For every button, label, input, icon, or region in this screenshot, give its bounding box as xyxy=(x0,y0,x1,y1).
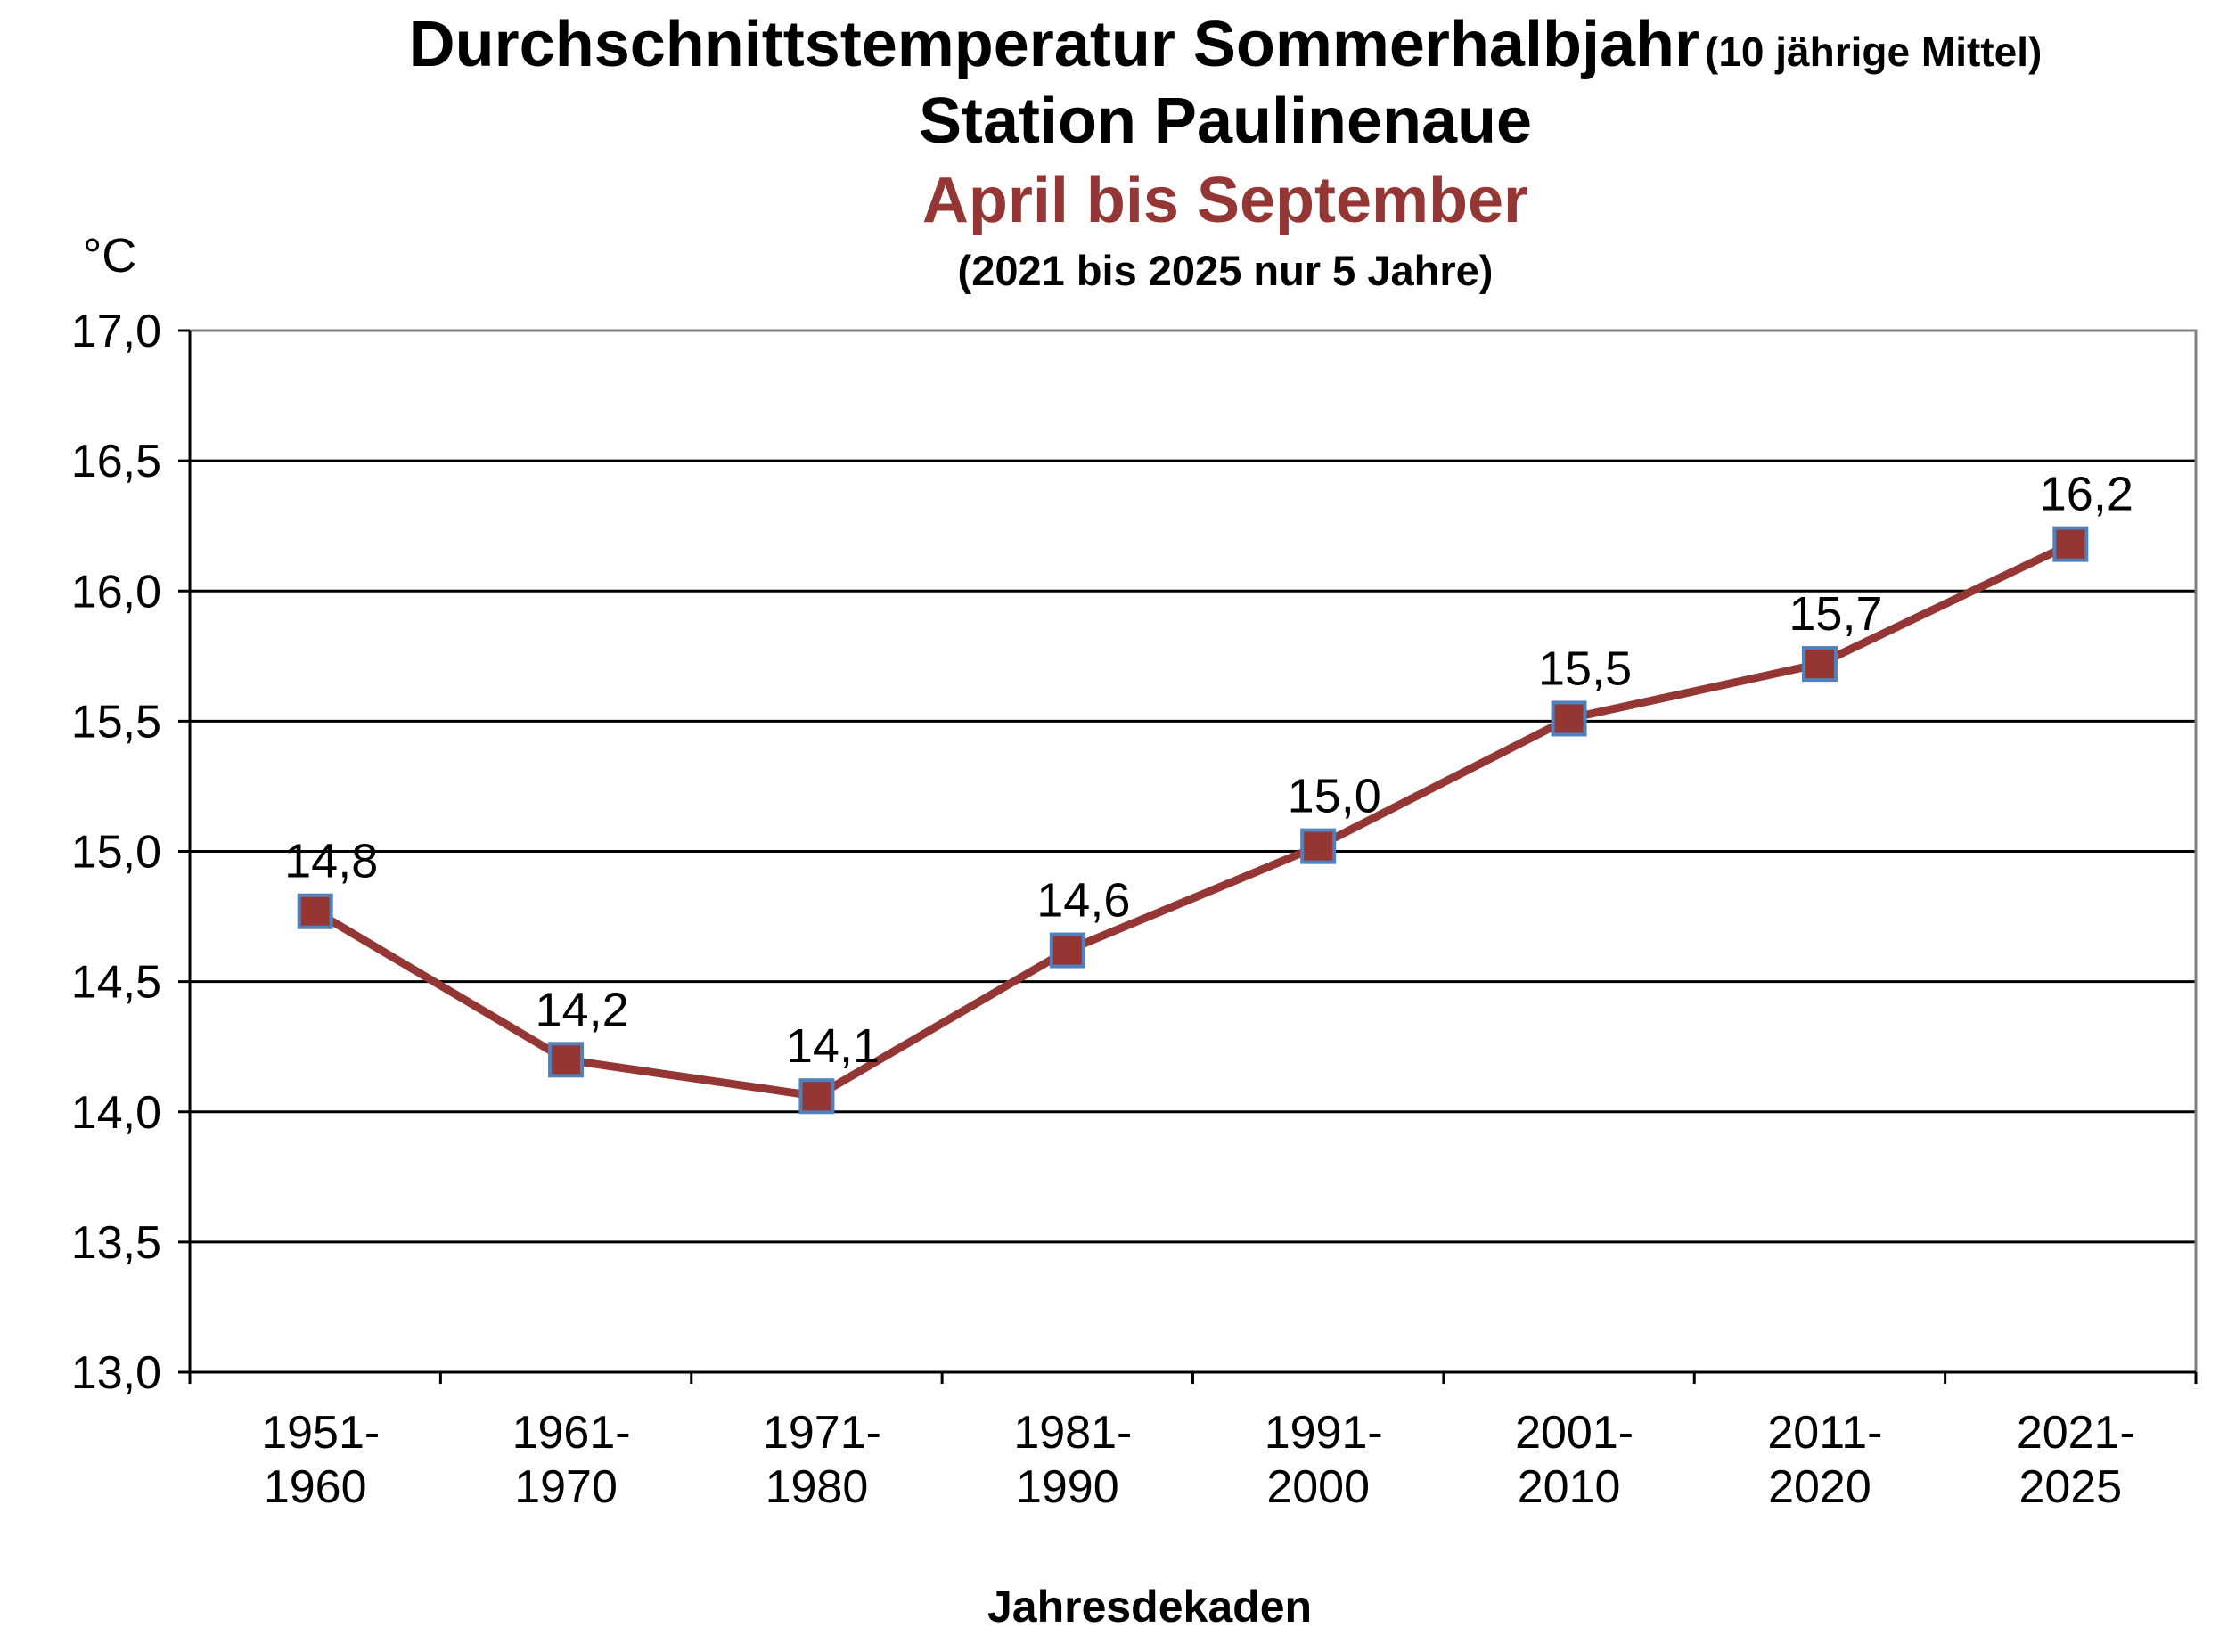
x-tick-label: 1971-1980 xyxy=(763,1407,881,1513)
data-label: 14,1 xyxy=(786,1019,880,1073)
series-markers xyxy=(297,526,2089,1115)
data-point-marker xyxy=(297,893,333,929)
data-point-marker xyxy=(1049,932,1085,969)
x-tick-labels: 1951-1960 1961-1970 1971-1980 1981-1990 1991… xyxy=(261,1407,2135,1513)
x-tick-label: 1961-1970 xyxy=(512,1407,631,1513)
x-tick-label: 1981-1990 xyxy=(1013,1407,1132,1513)
x-tick-label: 1951-1960 xyxy=(261,1407,380,1513)
y-tick-label: 13,0 xyxy=(71,1347,161,1399)
y-tick-label: 16,5 xyxy=(71,436,161,487)
series-line xyxy=(313,540,2073,1100)
data-label: 15,7 xyxy=(1789,587,1882,641)
data-point-marker xyxy=(1801,646,1838,683)
data-label: 15,5 xyxy=(1538,642,1632,695)
data-label: 16,2 xyxy=(2040,468,2133,521)
axes xyxy=(178,329,2198,1384)
chart-title-line-1: Durchschnittstemperatur Sommerhalbjahr (1… xyxy=(409,9,2043,80)
series-line-layer xyxy=(313,540,2073,1100)
chart-title-suffix: (10 jährige Mittel) xyxy=(1705,29,2042,75)
chart-note: (2021 bis 2025 nur 5 Jahre) xyxy=(958,247,1494,294)
x-tick-label: 2011-2020 xyxy=(1767,1407,1882,1513)
x-tick-label: 1991-2000 xyxy=(1265,1407,1383,1513)
data-label: 15,0 xyxy=(1288,770,1381,823)
y-tick-label: 16,0 xyxy=(71,566,161,617)
data-label: 14,8 xyxy=(284,835,378,888)
grid-lines xyxy=(190,329,2196,1244)
y-axis-unit: °C xyxy=(83,229,137,282)
data-point-marker xyxy=(1551,700,1587,737)
chart-title: Durchschnittstemperatur Sommerhalbjahr xyxy=(409,9,1699,80)
y-tick-label: 13,5 xyxy=(71,1217,161,1269)
data-label: 14,2 xyxy=(536,983,629,1036)
y-tick-labels: 13,0 13,5 14,0 14,5 15,0 15,5 16,0 16,5 17,0 xyxy=(71,306,161,1399)
x-tick-label: 2021-2025 xyxy=(2017,1407,2135,1513)
y-tick-label: 15,0 xyxy=(71,827,161,879)
data-point-marker xyxy=(548,1042,585,1078)
y-tick-label: 17,0 xyxy=(71,306,161,357)
data-labels: 14,8 14,2 14,1 14,6 15,0 15,5 15,7 16,2 xyxy=(284,468,2133,1074)
y-tick-label: 14,5 xyxy=(71,957,161,1009)
data-point-marker xyxy=(798,1078,835,1115)
chart-subtitle: Station Paulinenaue xyxy=(919,86,1532,157)
y-tick-label: 15,5 xyxy=(71,696,161,748)
data-label: 14,6 xyxy=(1036,874,1130,928)
chart-subtitle-period: April bis September xyxy=(922,165,1528,236)
y-tick-label: 14,0 xyxy=(71,1087,161,1139)
x-axis-title: Jahresdekaden xyxy=(987,1582,1312,1632)
data-point-marker xyxy=(1300,828,1337,864)
x-tick-label: 2001-2010 xyxy=(1515,1407,1634,1513)
data-point-marker xyxy=(2052,526,2089,562)
